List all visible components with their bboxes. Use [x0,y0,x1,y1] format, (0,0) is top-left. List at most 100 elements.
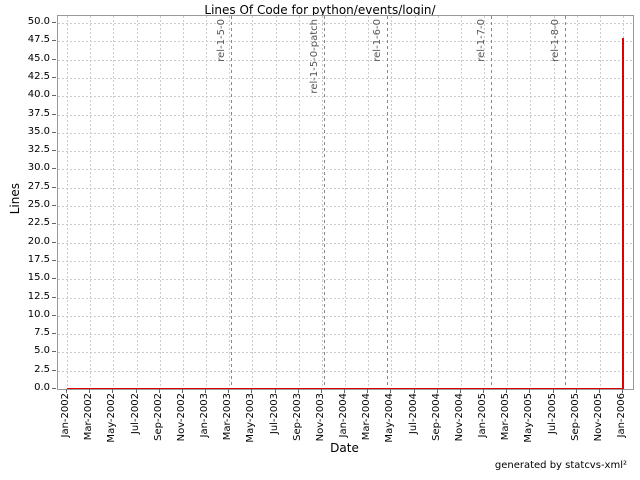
x-tick-label: Nov-2005 [593,393,604,442]
y-tick-mark [52,315,56,316]
v-gridline [554,16,555,389]
x-tick-label: Nov-2003 [315,393,326,442]
y-tick-label: 15.0 [27,272,50,283]
y-tick-label: 22.5 [27,217,50,228]
x-axis-title: Date [330,441,359,455]
y-tick-label: 30.0 [27,162,50,173]
y-tick-label: 7.5 [34,327,50,338]
series-segment [67,388,623,389]
y-tick-mark [52,388,56,389]
x-tick-label: May-2005 [523,393,534,443]
x-tick-label: Mar-2005 [500,393,511,441]
y-tick-mark [52,223,56,224]
x-tick-label: Jan-2005 [477,393,488,438]
release-line [231,16,232,389]
x-tick-label: Mar-2002 [83,393,94,441]
y-tick-mark [52,351,56,352]
v-gridline [484,16,485,389]
v-gridline [415,16,416,389]
v-gridline [438,16,439,389]
y-axis-title: Lines [8,183,22,215]
v-gridline [368,16,369,389]
x-tick-label: May-2002 [106,393,117,443]
x-tick-label: Nov-2004 [454,393,465,442]
v-gridline [345,16,346,389]
v-gridline [600,16,601,389]
x-tick-label: Nov-2002 [176,393,187,442]
y-tick-mark [52,132,56,133]
v-gridline [299,16,300,389]
y-tick-label: 50.0 [27,16,50,27]
v-gridline [530,16,531,389]
v-gridline [229,16,230,389]
y-tick-mark [52,278,56,279]
generator-credit: generated by statcvs-xml² [494,460,627,471]
y-tick-label: 45.0 [27,53,50,64]
x-tick-label: Jul-2003 [269,393,280,435]
x-tick-label: Sep-2002 [153,393,164,441]
release-line [491,16,492,389]
v-gridline [461,16,462,389]
y-tick-mark [52,40,56,41]
x-tick-label: Jan-2003 [199,393,210,438]
v-gridline [252,16,253,389]
x-tick-label: May-2004 [384,393,395,443]
x-tick-label: Sep-2004 [431,393,442,441]
x-tick-label: Jul-2002 [130,393,141,435]
x-tick-label: Sep-2005 [570,393,581,441]
chart-title: Lines Of Code for python/events/login/ [204,3,436,17]
v-gridline [137,16,138,389]
series-segment [622,38,624,389]
release-line [565,16,566,389]
x-tick-label: May-2003 [245,393,256,443]
y-tick-label: 40.0 [27,89,50,100]
y-tick-label: 37.5 [27,108,50,119]
y-tick-label: 10.0 [27,309,50,320]
v-gridline [507,16,508,389]
y-tick-mark [52,168,56,169]
y-tick-label: 17.5 [27,254,50,265]
y-tick-mark [52,77,56,78]
y-tick-mark [52,370,56,371]
v-gridline [67,16,68,389]
y-tick-label: 12.5 [27,291,50,302]
release-line [324,16,325,389]
y-tick-mark [52,187,56,188]
x-tick-label: Mar-2003 [222,393,233,441]
x-tick-label: Mar-2004 [361,393,372,441]
x-tick-label: Jan-2004 [338,393,349,438]
v-gridline [113,16,114,389]
y-tick-mark [52,260,56,261]
x-tick-label: Jul-2004 [408,393,419,435]
y-tick-label: 5.0 [34,345,50,356]
v-gridline [276,16,277,389]
y-tick-label: 2.5 [34,364,50,375]
y-tick-mark [52,150,56,151]
y-tick-label: 20.0 [27,236,50,247]
release-line [387,16,388,389]
y-tick-label: 42.5 [27,71,50,82]
v-gridline [577,16,578,389]
v-gridline [206,16,207,389]
y-tick-mark [52,333,56,334]
x-tick-label: Jul-2005 [547,393,558,435]
v-gridline [322,16,323,389]
v-gridline [391,16,392,389]
y-tick-mark [52,22,56,23]
y-tick-label: 32.5 [27,144,50,155]
y-tick-mark [52,242,56,243]
y-tick-mark [52,114,56,115]
y-tick-label: 0.0 [34,382,50,393]
x-tick-label: Jan-2006 [616,393,627,438]
x-tick-label: Jan-2002 [60,393,71,438]
y-tick-mark [52,59,56,60]
y-tick-mark [52,297,56,298]
x-tick-label: Sep-2003 [292,393,303,441]
y-tick-label: 47.5 [27,34,50,45]
v-gridline [160,16,161,389]
y-tick-mark [52,205,56,206]
y-tick-label: 35.0 [27,126,50,137]
plot-area [57,15,634,390]
v-gridline [90,16,91,389]
